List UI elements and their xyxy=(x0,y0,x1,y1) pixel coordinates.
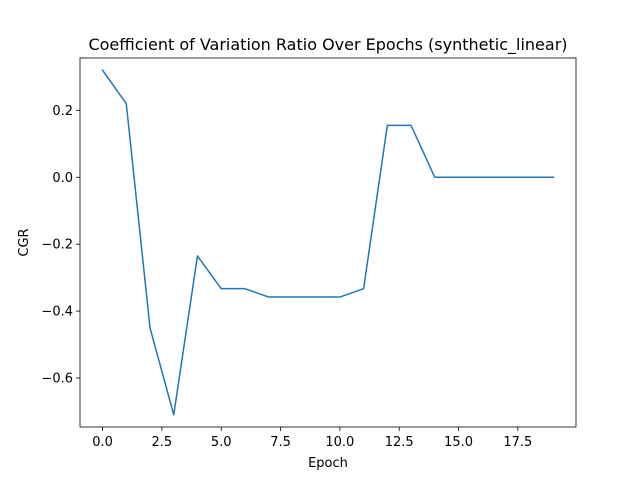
x-tick-label: 17.5 xyxy=(503,435,532,450)
x-tick-label: 5.0 xyxy=(211,435,232,450)
x-tick-label: 10.0 xyxy=(325,435,354,450)
y-tick-label: −0.4 xyxy=(41,305,73,320)
y-tick-label: −0.2 xyxy=(41,238,73,253)
y-axis-label: CGR xyxy=(17,228,32,256)
plot-frame xyxy=(79,57,577,428)
chart-title: Coefficient of Variation Ratio Over Epoc… xyxy=(88,35,567,55)
y-tick-label: 0.2 xyxy=(52,104,73,119)
y-tick-label: −0.6 xyxy=(41,371,73,386)
series-line xyxy=(101,69,555,416)
x-tick-label: 7.5 xyxy=(270,435,291,450)
x-tick-label: 15.0 xyxy=(444,435,473,450)
x-tick-label: 2.5 xyxy=(152,435,173,450)
x-axis-label: Epoch xyxy=(308,456,348,471)
y-tick-label: 0.0 xyxy=(52,171,73,186)
y-axis-ticks: −0.6 −0.4 −0.2 0.0 0.2 xyxy=(41,104,80,386)
series-layer xyxy=(101,69,555,416)
x-axis-ticks: 0.0 2.5 5.0 7.5 10.0 12.5 15.0 17.5 xyxy=(92,427,532,450)
x-tick-label: 12.5 xyxy=(385,435,414,450)
x-tick-label: 0.0 xyxy=(92,435,113,450)
plot-area: 0.0 2.5 5.0 7.5 10.0 12.5 15.0 17.5 −0.6−0.4−0.… xyxy=(41,57,577,450)
